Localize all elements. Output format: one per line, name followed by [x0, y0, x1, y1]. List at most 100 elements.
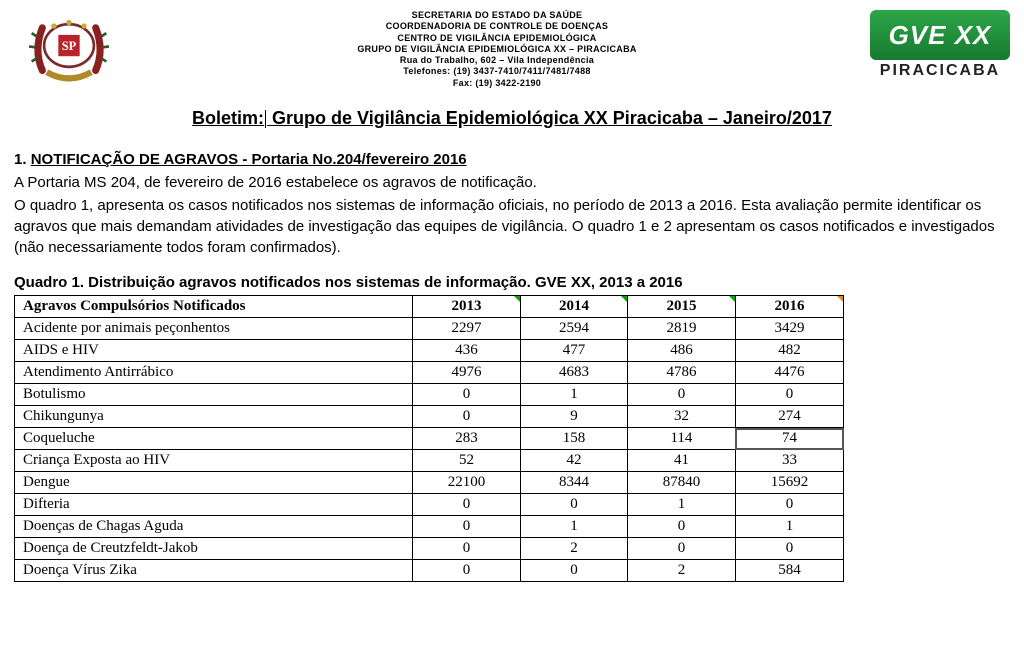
table-cell-value: 4683 [521, 362, 628, 384]
table-cell-value: 74 [735, 428, 843, 450]
table-row: Doença Vírus Zika002584 [15, 560, 844, 582]
table-header-label: Agravos Compulsórios Notificados [15, 296, 413, 318]
table-header-row: Agravos Compulsórios Notificados 2013 20… [15, 296, 844, 318]
table-cell-value: 0 [413, 406, 521, 428]
table-row: Criança Exposta ao HIV52424133 [15, 450, 844, 472]
table-cell-value: 0 [521, 494, 628, 516]
table-cell-label: Doenças de Chagas Aguda [15, 516, 413, 538]
table-row: Chikungunya0932274 [15, 406, 844, 428]
table-row: Dengue2210083448784015692 [15, 472, 844, 494]
section-para: A Portaria MS 204, de fevereiro de 2016 … [14, 172, 1010, 193]
table-row: Atendimento Antirrábico4976468347864476 [15, 362, 844, 384]
table-cell-label: Difteria [15, 494, 413, 516]
gve-logo-box: GVE XX [870, 10, 1010, 60]
table-cell-value: 2297 [413, 318, 521, 340]
letterhead-row: SP SECRETARIA DO ESTADO DA SAÚDE COORDEN… [14, 10, 1010, 90]
table-row: Botulismo0100 [15, 384, 844, 406]
table-cell-value: 0 [413, 560, 521, 582]
table-row: Difteria0010 [15, 494, 844, 516]
table-cell-value: 114 [627, 428, 735, 450]
table-cell-value: 0 [627, 516, 735, 538]
table-cell-value: 9 [521, 406, 628, 428]
table-row: Coqueluche28315811474 [15, 428, 844, 450]
table-header-year: 2013 [413, 296, 521, 318]
table-cell-value: 4976 [413, 362, 521, 384]
table-cell-value: 3429 [735, 318, 843, 340]
table-cell-value: 0 [413, 384, 521, 406]
table-row: Doença de Creutzfeldt-Jakob0200 [15, 538, 844, 560]
table-cell-value: 52 [413, 450, 521, 472]
seal-svg: SP [14, 10, 124, 90]
section-heading: 1. NOTIFICAÇÃO DE AGRAVOS - Portaria No.… [14, 151, 1010, 168]
title-rest: Grupo de Vigilância Epidemiológica XX Pi… [267, 108, 832, 128]
table-cell-value: 482 [735, 340, 843, 362]
table-cell-value: 2 [627, 560, 735, 582]
gve-logo: GVE XX PIRACICABA [870, 10, 1010, 88]
gve-logo-sub: PIRACICABA [870, 62, 1010, 80]
table-cell-value: 436 [413, 340, 521, 362]
table-cell-value: 42 [521, 450, 628, 472]
table-cell-label: Criança Exposta ao HIV [15, 450, 413, 472]
table-cell-value: 2 [521, 538, 628, 560]
table-cell-label: Doença Vírus Zika [15, 560, 413, 582]
table-cell-value: 0 [413, 538, 521, 560]
table-cell-value: 4786 [627, 362, 735, 384]
letterhead-line: COORDENADORIA DE CONTROLE DE DOENÇAS [136, 21, 858, 32]
table-cell-value: 0 [521, 560, 628, 582]
table-cell-label: Dengue [15, 472, 413, 494]
table-cell-label: Botulismo [15, 384, 413, 406]
table-cell-value: 584 [735, 560, 843, 582]
table-cell-value: 1 [521, 516, 628, 538]
letterhead-line: CENTRO DE VIGILÂNCIA EPIDEMIOLÓGICA [136, 33, 858, 44]
table-header-year: 2015 [627, 296, 735, 318]
table-row: Doenças de Chagas Aguda0101 [15, 516, 844, 538]
table-cell-value: 41 [627, 450, 735, 472]
state-seal: SP [14, 10, 124, 90]
table-cell-value: 0 [413, 516, 521, 538]
table-cell-value: 2594 [521, 318, 628, 340]
section-para: O quadro 1, apresenta os casos notificad… [14, 195, 1010, 258]
table-cell-value: 1 [521, 384, 628, 406]
table-cell-value: 0 [735, 538, 843, 560]
table-row: AIDS e HIV436477486482 [15, 340, 844, 362]
table-cell-value: 2819 [627, 318, 735, 340]
table-cell-value: 158 [521, 428, 628, 450]
table-cell-value: 0 [413, 494, 521, 516]
table-cell-value: 283 [413, 428, 521, 450]
section-label: NOTIFICAÇÃO DE AGRAVOS - Portaria No.204… [31, 151, 467, 168]
notifications-table: Agravos Compulsórios Notificados 2013 20… [14, 295, 844, 582]
table-cell-label: Doença de Creutzfeldt-Jakob [15, 538, 413, 560]
letterhead-line: GRUPO DE VIGILÂNCIA EPIDEMIOLÓGICA XX – … [136, 44, 858, 55]
table-header-year: 2016 [735, 296, 843, 318]
table-body: Acidente por animais peçonhentos22972594… [15, 318, 844, 582]
section-number: 1. [14, 151, 31, 168]
table-cell-value: 87840 [627, 472, 735, 494]
letterhead-line: SECRETARIA DO ESTADO DA SAÚDE [136, 10, 858, 21]
table-caption: Quadro 1. Distribuição agravos notificad… [14, 274, 1010, 291]
table-cell-label: Coqueluche [15, 428, 413, 450]
table-cell-value: 4476 [735, 362, 843, 384]
letterhead-line: Rua do Trabalho, 602 – Vila Independênci… [136, 55, 858, 66]
letterhead-line: Telefones: (19) 3437-7410/7411/7481/7488 [136, 66, 858, 77]
table-cell-label: AIDS e HIV [15, 340, 413, 362]
table-cell-value: 0 [735, 384, 843, 406]
table-cell-value: 1 [735, 516, 843, 538]
table-cell-value: 0 [627, 538, 735, 560]
table-cell-value: 8344 [521, 472, 628, 494]
letterhead-line: Fax: (19) 3422-2190 [136, 78, 858, 89]
table-cell-value: 0 [735, 494, 843, 516]
title-prefix: Boletim: [192, 108, 264, 128]
table-header-year: 2014 [521, 296, 628, 318]
table-row: Acidente por animais peçonhentos22972594… [15, 318, 844, 340]
table-cell-value: 0 [627, 384, 735, 406]
table-cell-value: 15692 [735, 472, 843, 494]
table-cell-value: 22100 [413, 472, 521, 494]
letterhead-text: SECRETARIA DO ESTADO DA SAÚDE COORDENADO… [124, 10, 870, 89]
svg-text:SP: SP [62, 39, 77, 53]
table-cell-value: 32 [627, 406, 735, 428]
table-cell-label: Chikungunya [15, 406, 413, 428]
text-cursor [265, 110, 266, 128]
table-cell-value: 33 [735, 450, 843, 472]
table-cell-label: Atendimento Antirrábico [15, 362, 413, 384]
table-cell-value: 1 [627, 494, 735, 516]
